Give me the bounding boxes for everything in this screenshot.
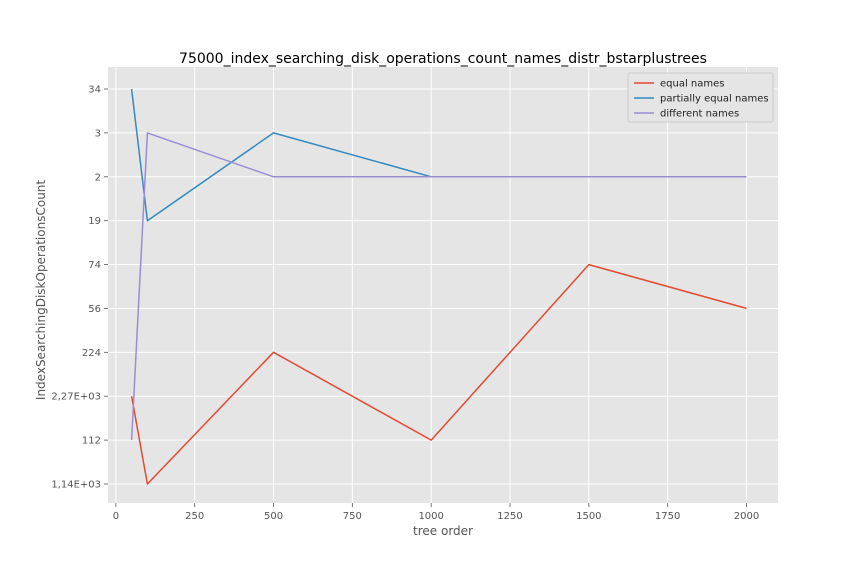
x-tick-label: 1250 xyxy=(497,511,522,522)
series-line-different-names xyxy=(130,132,747,441)
x-tick-label: 2000 xyxy=(734,511,759,522)
x-tick-label: 750 xyxy=(343,511,362,522)
y-tick-label: 2,27E+03 xyxy=(51,392,101,403)
x-axis-label: tree order xyxy=(413,524,473,538)
y-tick-label: 1,14E+03 xyxy=(51,480,101,491)
x-tick-label: 500 xyxy=(264,511,283,522)
x-tick-label: 250 xyxy=(185,511,204,522)
x-tick-label: 1500 xyxy=(576,511,601,522)
plot-area xyxy=(108,67,778,503)
y-tick-label: 112 xyxy=(82,436,101,447)
chart-title: 75000_index_searching_disk_operations_co… xyxy=(179,51,707,67)
y-tick-label: 74 xyxy=(88,260,101,271)
y-tick-label: 3 xyxy=(95,128,101,139)
legend-label: partially equal names xyxy=(660,94,769,105)
x-tick-label: 1000 xyxy=(418,511,443,522)
series-line-equal-names xyxy=(130,263,747,485)
x-tick-label: 1750 xyxy=(655,511,680,522)
legend-label: equal names xyxy=(660,79,725,90)
legend-frame xyxy=(627,72,774,123)
y-tick-label: 224 xyxy=(82,348,101,359)
y-tick-label: 19 xyxy=(88,216,101,227)
x-tick-label: 0 xyxy=(113,511,119,522)
legend-label: different names xyxy=(660,109,739,120)
y-tick-label: 34 xyxy=(88,85,101,96)
y-tick-label: 56 xyxy=(88,304,101,315)
legend: equal names partially equal names differen… xyxy=(627,72,774,123)
series-lines xyxy=(130,88,747,485)
y-tick-label: 2 xyxy=(95,172,101,183)
axis-ticks: 0 250 500 750 1000 1250 1500 1750 2000 1,14E+03 11… xyxy=(51,85,759,523)
y-axis-label: IndexSearchingDiskOperationsCount xyxy=(34,180,48,400)
